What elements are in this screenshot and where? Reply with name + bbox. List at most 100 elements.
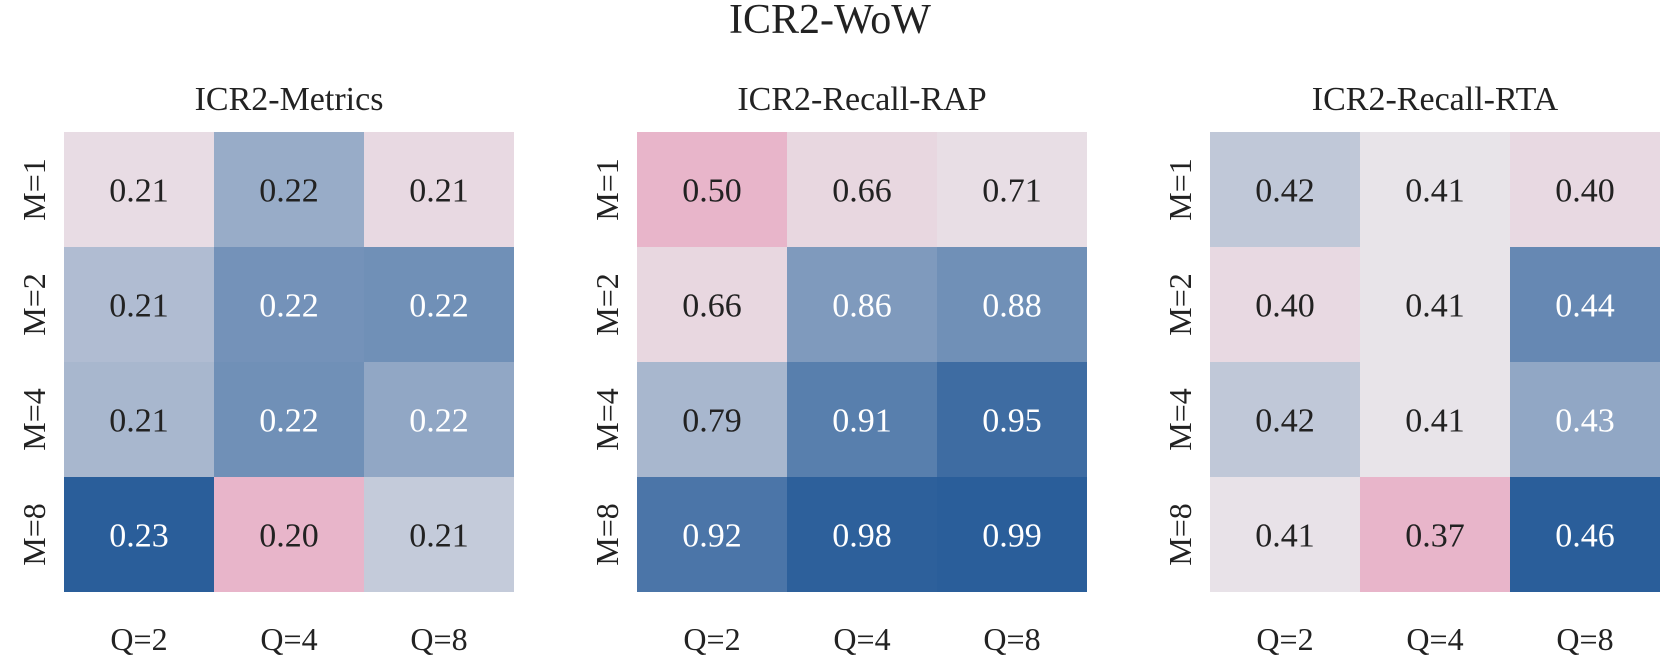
cell-value-label: 0.37	[1405, 518, 1465, 555]
x-tick-label: Q=8	[410, 621, 467, 657]
x-tick-label: Q=2	[1256, 621, 1313, 657]
cell-value-label: 0.22	[409, 403, 469, 440]
cell-value-label: 0.21	[109, 403, 169, 440]
cell-value-label: 0.41	[1405, 403, 1465, 440]
cell-value-label: 0.41	[1405, 288, 1465, 325]
heatmap-cell	[1210, 132, 1360, 247]
y-tick-label: M=4	[1162, 388, 1198, 451]
cell-value-label: 0.21	[409, 173, 469, 210]
heatmap-cell	[1210, 362, 1360, 477]
cell-value-label: 0.88	[982, 288, 1042, 325]
heatmap-cell	[1510, 477, 1660, 592]
heatmap-cell	[637, 247, 787, 362]
heatmap-cell	[1210, 477, 1360, 592]
heatmap-cell	[64, 362, 214, 477]
cell-value-label: 0.43	[1555, 403, 1615, 440]
heatmap-panel-1: ICR2-Metrics 0.21 0.22 0.21 0.21 0.22 0.22 0.21…	[16, 81, 514, 657]
heatmap-cell	[1510, 132, 1660, 247]
heatmap-cell	[364, 362, 514, 477]
heatmap-panel-3: ICR2-Recall-RTA 0.42 0.41 0.40 0.40 0.41 0.44 0…	[1162, 81, 1660, 657]
heatmap-cell	[937, 247, 1087, 362]
cell-value-label: 0.42	[1255, 403, 1315, 440]
heatmap-cell	[637, 132, 787, 247]
heatmap-cell	[787, 132, 937, 247]
heatmap-cell	[364, 132, 514, 247]
cell-value-label: 0.95	[982, 403, 1042, 440]
y-tick-label: M=4	[589, 388, 625, 451]
heatmap-cell	[64, 247, 214, 362]
cell-value-label: 0.44	[1555, 288, 1615, 325]
heatmap-cell	[1510, 362, 1660, 477]
cell-value-label: 0.46	[1555, 518, 1615, 555]
cell-value-label: 0.86	[832, 288, 892, 325]
x-tick-label: Q=8	[983, 621, 1040, 657]
heatmap-cell	[787, 362, 937, 477]
heatmap-cell	[1360, 477, 1510, 592]
cell-value-label: 0.98	[832, 518, 892, 555]
heatmap-cell	[637, 477, 787, 592]
heatmap-cell	[214, 247, 364, 362]
cell-value-label: 0.22	[259, 403, 319, 440]
y-tick-label: M=1	[1162, 158, 1198, 221]
heatmap-cell	[1510, 247, 1660, 362]
x-tick-label: Q=8	[1556, 621, 1613, 657]
cell-value-label: 0.21	[109, 288, 169, 325]
heatmap-panel-2: ICR2-Recall-RAP 0.50 0.66 0.71 0.66 0.86 0.88 0…	[589, 81, 1087, 657]
y-tick-label: M=2	[1162, 273, 1198, 336]
cell-value-label: 0.41	[1255, 518, 1315, 555]
x-tick-label: Q=4	[260, 621, 317, 657]
cell-value-label: 0.22	[259, 288, 319, 325]
heatmap-cell	[937, 477, 1087, 592]
panel-title: ICR2-Recall-RAP	[737, 81, 986, 118]
heatmap-cell	[937, 132, 1087, 247]
y-tick-label: M=8	[1162, 503, 1198, 566]
heatmap-cell	[787, 477, 937, 592]
cell-value-label: 0.92	[682, 518, 742, 555]
x-tick-label: Q=2	[110, 621, 167, 657]
heatmap-cell	[64, 132, 214, 247]
x-tick-label: Q=2	[683, 621, 740, 657]
heatmap-cell	[937, 362, 1087, 477]
y-tick-label: M=2	[16, 273, 52, 336]
cell-value-label: 0.66	[682, 288, 742, 325]
x-tick-label: Q=4	[1406, 621, 1463, 657]
cell-value-label: 0.50	[682, 173, 742, 210]
heatmap-cell	[214, 132, 364, 247]
y-tick-label: M=8	[16, 503, 52, 566]
cell-value-label: 0.91	[832, 403, 892, 440]
x-tick-label: Q=4	[833, 621, 890, 657]
panel-title: ICR2-Recall-RTA	[1312, 81, 1559, 118]
cell-value-label: 0.40	[1555, 173, 1615, 210]
cell-value-label: 0.21	[109, 173, 169, 210]
heatmap-cell	[364, 247, 514, 362]
y-tick-label: M=1	[589, 158, 625, 221]
y-tick-label: M=4	[16, 388, 52, 451]
cell-value-label: 0.41	[1405, 173, 1465, 210]
heatmap-cell	[637, 362, 787, 477]
heatmap-cell	[1360, 132, 1510, 247]
cell-value-label: 0.71	[982, 173, 1042, 210]
figure-title: ICR2-WoW	[729, 0, 931, 43]
heatmap-cell	[787, 247, 937, 362]
heatmap-cell	[214, 477, 364, 592]
heatmap-cell	[1210, 247, 1360, 362]
cell-value-label: 0.22	[259, 173, 319, 210]
heatmap-cell	[64, 477, 214, 592]
heatmap-cell	[364, 477, 514, 592]
cell-value-label: 0.20	[259, 518, 319, 555]
cell-value-label: 0.66	[832, 173, 892, 210]
y-tick-label: M=2	[589, 273, 625, 336]
cell-value-label: 0.79	[682, 403, 742, 440]
cell-value-label: 0.22	[409, 288, 469, 325]
cell-value-label: 0.21	[409, 518, 469, 555]
y-tick-label: M=1	[16, 158, 52, 221]
cell-value-label: 0.42	[1255, 173, 1315, 210]
heatmap-cell	[1360, 247, 1510, 362]
heatmap-cell	[1360, 362, 1510, 477]
cell-value-label: 0.40	[1255, 288, 1315, 325]
cell-value-label: 0.99	[982, 518, 1042, 555]
heatmap-cell	[214, 362, 364, 477]
y-tick-label: M=8	[589, 503, 625, 566]
cell-value-label: 0.23	[109, 518, 169, 555]
